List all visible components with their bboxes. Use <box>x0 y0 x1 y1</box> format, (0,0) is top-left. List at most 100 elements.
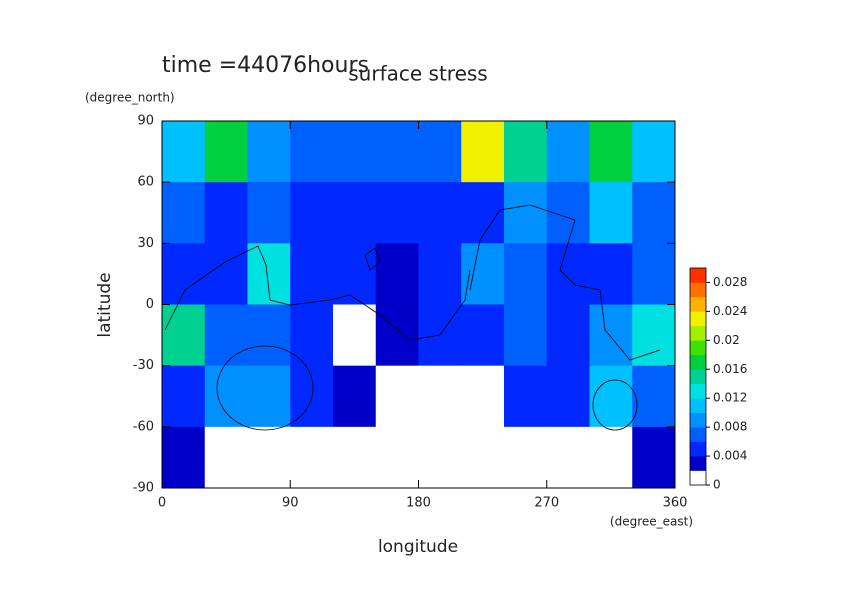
heatmap-cell <box>290 243 334 305</box>
y-tick-label: 0 <box>146 297 154 312</box>
heatmap-cell <box>162 426 206 489</box>
heatmap-cell <box>290 426 334 489</box>
heatmap-cell <box>247 426 291 489</box>
heatmap-cell <box>290 304 334 367</box>
heatmap-cell <box>546 365 590 428</box>
heatmap-cell <box>589 243 633 305</box>
heatmap-cell <box>247 304 291 367</box>
heatmap-cell <box>333 426 377 489</box>
heatmap-cell <box>204 365 248 428</box>
colorbar-segment <box>690 325 706 341</box>
y-tick-label: 30 <box>137 236 154 251</box>
heatmap-cell <box>546 121 590 183</box>
heatmap-cell <box>632 121 676 183</box>
y-unit: (degree_north) <box>85 91 175 105</box>
colorbar-tick-label: 0.008 <box>713 420 747 434</box>
y-tick-label: -60 <box>133 419 154 434</box>
heatmap-cell <box>632 182 676 244</box>
colorbar-segment <box>690 427 706 442</box>
heatmap-cell <box>162 121 206 183</box>
chart-title: surface stress <box>348 62 487 86</box>
heatmap-cell <box>375 304 419 367</box>
heatmap <box>162 121 676 489</box>
axes: 0 90 180 270 360 -90 -60 -30 0 30 60 90 <box>133 114 688 511</box>
heatmap-cell <box>375 182 419 244</box>
colorbar-segment <box>690 354 706 370</box>
heatmap-cell <box>162 243 206 305</box>
x-axis-label: longitude <box>378 537 458 557</box>
heatmap-cell <box>375 365 419 428</box>
heatmap-cell <box>333 121 377 183</box>
colorbar-tick-label: 0 <box>713 478 721 492</box>
x-tick-label: 180 <box>406 496 431 511</box>
heatmap-cell <box>333 243 377 305</box>
heatmap-cell <box>504 426 548 489</box>
heatmap-cell <box>418 121 462 183</box>
y-tick-label: 60 <box>137 175 154 190</box>
heatmap-cell <box>247 121 291 183</box>
heatmap-cell <box>632 365 676 428</box>
heatmap-cell <box>333 365 377 428</box>
y-tick-label: 90 <box>137 114 154 129</box>
heatmap-cell <box>461 304 505 367</box>
colorbar-segment <box>690 412 706 428</box>
heatmap-cell <box>461 243 505 305</box>
heatmap-cell <box>333 182 377 244</box>
heatmap-cell <box>632 304 676 367</box>
colorbar-segment <box>690 340 706 356</box>
colorbar-segment <box>690 296 706 312</box>
x-tick-label: 270 <box>534 496 559 511</box>
colorbar-segment <box>690 398 706 413</box>
colorbar-segment <box>690 470 706 486</box>
colorbar-segment <box>690 282 706 298</box>
heatmap-cell <box>504 304 548 367</box>
heatmap-cell <box>204 182 248 244</box>
heatmap-cell <box>589 182 633 244</box>
heatmap-cell <box>290 182 334 244</box>
heatmap-cell <box>247 365 291 428</box>
colorbar-segment <box>690 383 706 399</box>
heatmap-cell <box>461 426 505 489</box>
heatmap-cell <box>504 365 548 428</box>
x-tick-label: 0 <box>158 496 166 511</box>
heatmap-cell <box>375 426 419 489</box>
x-unit: (degree_east) <box>610 515 693 529</box>
colorbar-segment <box>690 311 706 327</box>
y-axis-label: latitude <box>95 272 115 337</box>
colorbar-tick-label: 0.016 <box>713 362 747 376</box>
heatmap-cell <box>632 426 676 489</box>
colorbar-tick-label: 0.004 <box>713 449 747 463</box>
heatmap-cell <box>461 182 505 244</box>
heatmap-cell <box>162 365 206 428</box>
heatmap-cell <box>589 426 633 489</box>
heatmap-cell <box>461 365 505 428</box>
heatmap-cell <box>204 426 248 489</box>
heatmap-cell <box>504 182 548 244</box>
colorbar-tick-label: 0.028 <box>713 275 747 289</box>
heatmap-cell <box>546 243 590 305</box>
colorbar: 0 0.004 0.008 0.012 0.016 0.02 0.024 0.028 <box>689 267 747 492</box>
colorbar-segment <box>690 441 706 457</box>
heatmap-cell <box>418 243 462 305</box>
heatmap-cell <box>589 365 633 428</box>
colorbar-tick-label: 0.02 <box>713 333 740 347</box>
x-tick-label: 90 <box>282 496 299 511</box>
heatmap-cell <box>546 426 590 489</box>
heatmap-cell <box>162 304 206 367</box>
coastlines <box>164 204 661 431</box>
heatmap-cell <box>418 426 462 489</box>
heatmap-cell <box>504 121 548 183</box>
colorbar-segment <box>690 369 706 385</box>
heatmap-cell <box>333 304 377 367</box>
x-tick-label: 360 <box>663 496 688 511</box>
colorbar-segment <box>690 268 706 283</box>
heatmap-cell <box>589 121 633 183</box>
colorbar-tick-label: 0.012 <box>713 391 747 405</box>
heatmap-cell <box>375 243 419 305</box>
colorbar-segment <box>690 456 706 471</box>
subtitle: time =44076hours <box>162 53 369 78</box>
y-tick-label: -30 <box>133 358 154 373</box>
heatmap-cell <box>546 304 590 367</box>
heatmap-cell <box>461 121 505 183</box>
